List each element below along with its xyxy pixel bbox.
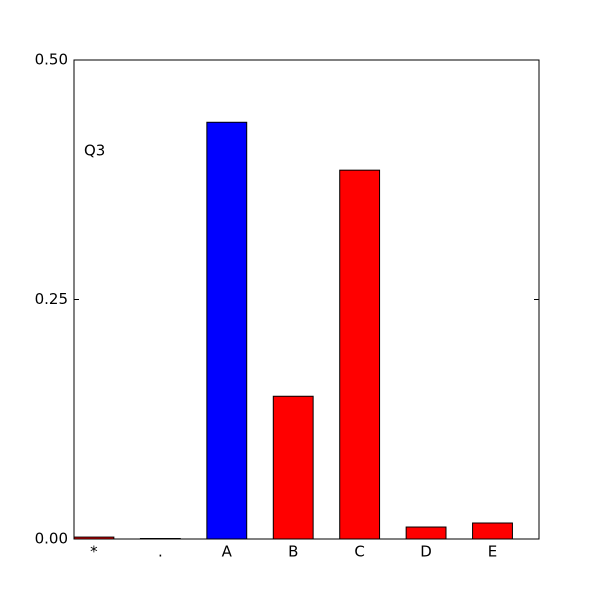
x-tick-label: . xyxy=(158,543,163,561)
y-tick-label: 0.25 xyxy=(35,290,68,308)
bar xyxy=(339,169,381,540)
y-tick-label: 0.00 xyxy=(35,530,68,548)
x-tick-label: C xyxy=(354,543,364,561)
x-tick-label: E xyxy=(488,543,497,561)
bar xyxy=(206,121,248,540)
x-tick-label: A xyxy=(222,543,233,561)
bar xyxy=(472,522,513,540)
x-tick-label: * xyxy=(90,543,98,561)
annotation: Q3 xyxy=(84,142,105,160)
bar xyxy=(405,526,447,540)
y-tick-label: 0.50 xyxy=(35,51,68,69)
bar xyxy=(272,395,314,540)
x-tick-label: B xyxy=(288,543,298,561)
x-tick-label: D xyxy=(420,543,432,561)
